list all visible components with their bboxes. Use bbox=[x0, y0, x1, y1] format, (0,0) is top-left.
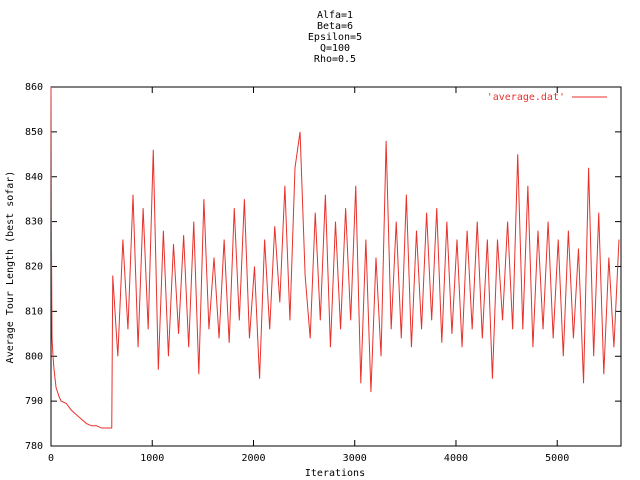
y-tick-label: 860 bbox=[25, 82, 43, 93]
data-line bbox=[50, 86, 620, 429]
chart-title: Beta=6 bbox=[317, 21, 353, 32]
chart-title: Alfa=1 bbox=[317, 10, 353, 21]
y-tick-label: 820 bbox=[25, 262, 43, 273]
chart-title: Rho=0.5 bbox=[314, 54, 356, 65]
plot-frame bbox=[50, 86, 622, 447]
y-tick-label: 800 bbox=[25, 351, 43, 362]
x-tick-label: 3000 bbox=[343, 453, 367, 464]
x-tick-label: 4000 bbox=[444, 453, 468, 464]
y-tick-label: 850 bbox=[25, 127, 43, 138]
chart-title: Q=100 bbox=[320, 43, 350, 54]
x-tick-label: 0 bbox=[48, 453, 54, 464]
chart-title: Epsilon=5 bbox=[308, 32, 362, 43]
legend-label: 'average.dat' bbox=[487, 92, 565, 103]
x-tick-label: 2000 bbox=[241, 453, 265, 464]
y-tick-label: 810 bbox=[25, 306, 43, 317]
x-axis-label: Iterations bbox=[305, 468, 365, 479]
y-tick-label: 840 bbox=[25, 172, 43, 183]
y-tick-label: 830 bbox=[25, 217, 43, 228]
x-tick-label: 1000 bbox=[140, 453, 164, 464]
y-tick-label: 780 bbox=[25, 441, 43, 452]
y-axis-label: Average Tour Length (best sofar) bbox=[5, 171, 16, 364]
x-tick-label: 5000 bbox=[545, 453, 569, 464]
y-tick-label: 790 bbox=[25, 396, 43, 407]
